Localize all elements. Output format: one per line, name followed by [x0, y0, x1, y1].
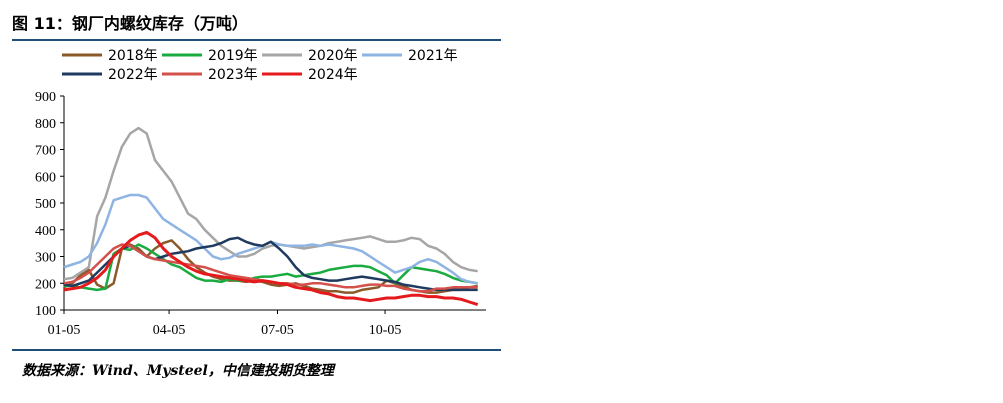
y-tick-label: 100 [35, 304, 56, 319]
x-tick-label: 07-05 [261, 323, 294, 338]
x-tick-label: 01-05 [48, 323, 81, 338]
y-tick-label: 900 [35, 90, 56, 105]
title-underline [12, 39, 501, 41]
series-line-2024 [63, 230, 479, 307]
y-tick-label: 400 [35, 224, 56, 239]
legend-label: 2020年 [308, 48, 358, 64]
chart-axes: 100 200 300 400 500 600 700 800 900 01-05 04-05 07-… [35, 90, 486, 338]
y-tick-label: 300 [35, 251, 56, 266]
chart-series [63, 126, 479, 307]
chart-title: 图 11：钢厂内螺纹库存（万吨） [12, 14, 248, 33]
legend-label: 2022年 [108, 67, 158, 83]
data-source-note: 数据来源：Wind、Mysteel，中信建投期货整理 [22, 363, 334, 379]
legend-label: 2018年 [108, 48, 158, 64]
x-tick-label: 04-05 [153, 323, 186, 338]
series-line-2020 [63, 126, 478, 281]
legend-label: 2019年 [208, 48, 258, 64]
y-tick-label: 600 [35, 170, 56, 185]
y-tick-label: 500 [35, 197, 56, 212]
y-tick-label: 700 [35, 144, 56, 159]
x-tick-label: 10-05 [369, 323, 402, 338]
y-tick-label: 800 [35, 117, 56, 132]
y-tick-label: 200 [35, 277, 56, 292]
legend-label: 2024年 [308, 67, 358, 83]
source-divider [12, 349, 501, 351]
legend-label: 2023年 [208, 67, 258, 83]
legend-label: 2021年 [408, 48, 458, 64]
chart-legend: 2018年 2019年 2020年 2021年 2022年 2023年 2024年 [62, 48, 458, 83]
